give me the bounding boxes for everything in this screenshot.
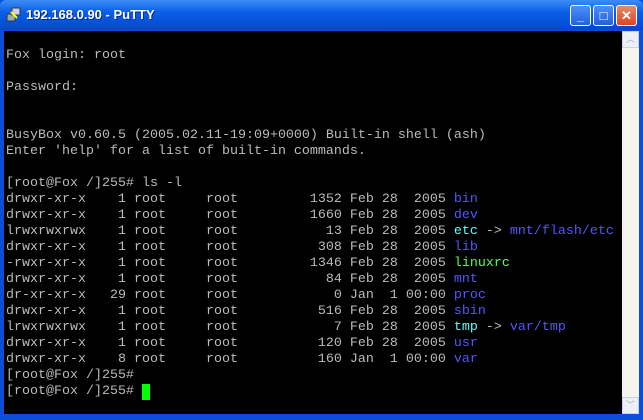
terminal-text: [root@Fox /]255# [6, 368, 134, 383]
file-name-dir: lib [453, 240, 478, 255]
terminal-text: Enter 'help' for a list of built-in comm… [6, 144, 366, 159]
terminal-line: drwxr-xr-x 1 root root 120 Feb 28 2005 u… [6, 336, 614, 352]
terminal-text: drwxr-xr-x 1 root root 120 Feb 28 2005 [6, 336, 454, 351]
file-name-dir: mnt [453, 272, 478, 287]
terminal-line: [root@Fox /]255# ls -l [6, 176, 614, 192]
terminal-text: -> [477, 320, 510, 335]
maximize-button[interactable]: □ [593, 5, 614, 26]
putty-icon [6, 7, 21, 22]
terminal-text: Fox login: root [6, 48, 126, 63]
scroll-down-button[interactable]: ﹀ [622, 397, 639, 414]
vertical-scrollbar[interactable]: ︿ ﹀ [622, 31, 639, 414]
terminal-area[interactable]: Fox login: root Password: BusyBox v0.60.5 … [4, 31, 622, 414]
file-name-dir: bin [453, 192, 478, 207]
window-title: 192.168.0.90 - PuTTY [26, 7, 155, 22]
file-name-exec: linuxrc [453, 256, 510, 271]
terminal-text: drwxr-xr-x 1 root root 516 Feb 28 2005 [6, 304, 454, 319]
title-bar[interactable]: 192.168.0.90 - PuTTY _ □ ✕ [0, 0, 643, 30]
terminal-text: lrwxrwxrwx 1 root root 13 Feb 28 2005 [6, 224, 454, 239]
terminal-line: Enter 'help' for a list of built-in comm… [6, 144, 614, 160]
file-name-dir: mnt/flash/etc [509, 224, 614, 239]
text-cursor [141, 384, 150, 400]
terminal-text: lrwxrwxrwx 1 root root 7 Feb 28 2005 [6, 320, 454, 335]
file-name-dir: usr [453, 336, 478, 351]
terminal-text: [root@Fox /]255# ls -l [6, 176, 182, 191]
file-name-dir: dev [453, 208, 478, 223]
terminal-text: -rwxr-xr-x 1 root root 1346 Feb 28 2005 [6, 256, 454, 271]
terminal-text: [root@Fox /]255# [6, 384, 142, 399]
terminal-text: dr-xr-xr-x 29 root root 0 Jan 1 00:00 [6, 288, 454, 303]
terminal-line: drwxr-xr-x 1 root root 1352 Feb 28 2005 … [6, 192, 614, 208]
terminal-line: Password: [6, 80, 614, 96]
file-name-dir: sbin [453, 304, 486, 319]
terminal-line [6, 32, 614, 48]
minimize-button[interactable]: _ [570, 5, 591, 26]
terminal-text: -> [477, 224, 510, 239]
terminal-line: dr-xr-xr-x 29 root root 0 Jan 1 00:00 pr… [6, 288, 614, 304]
terminal-line: -rwxr-xr-x 1 root root 1346 Feb 28 2005 … [6, 256, 614, 272]
terminal-text: drwxr-xr-x 1 root root 1660 Feb 28 2005 [6, 208, 454, 223]
terminal-output: Fox login: root Password: BusyBox v0.60.5 … [6, 32, 614, 400]
terminal-line: lrwxrwxrwx 1 root root 7 Feb 28 2005 tmp… [6, 320, 614, 336]
terminal-text: BusyBox v0.60.5 (2005.02.11-19:09+0000) … [6, 128, 486, 143]
terminal-text: Password: [6, 80, 78, 95]
terminal-line: drwxr-xr-x 1 root root 308 Feb 28 2005 l… [6, 240, 614, 256]
terminal-line: drwxr-xr-x 8 root root 160 Jan 1 00:00 v… [6, 352, 614, 368]
terminal-line [6, 160, 614, 176]
scroll-up-button[interactable]: ︿ [622, 31, 639, 48]
terminal-text: drwxr-xr-x 1 root root 84 Feb 28 2005 [6, 272, 454, 287]
file-name-link: tmp [453, 320, 478, 335]
terminal-line [6, 112, 614, 128]
terminal-text: drwxr-xr-x 1 root root 308 Feb 28 2005 [6, 240, 454, 255]
terminal-line: Fox login: root [6, 48, 614, 64]
terminal-line [6, 64, 614, 80]
file-name-dir: var [453, 352, 478, 367]
terminal-text: drwxr-xr-x 1 root root 1352 Feb 28 2005 [6, 192, 454, 207]
terminal-line: [root@Fox /]255# [6, 368, 614, 384]
terminal-line [6, 96, 614, 112]
file-name-link: etc [453, 224, 478, 239]
terminal-text: drwxr-xr-x 8 root root 160 Jan 1 00:00 [6, 352, 454, 367]
terminal-line: lrwxrwxrwx 1 root root 13 Feb 28 2005 et… [6, 224, 614, 240]
terminal-line: [root@Fox /]255# [6, 384, 614, 400]
terminal-line: drwxr-xr-x 1 root root 1660 Feb 28 2005 … [6, 208, 614, 224]
terminal-line: drwxr-xr-x 1 root root 516 Feb 28 2005 s… [6, 304, 614, 320]
file-name-dir: proc [453, 288, 486, 303]
terminal-line: BusyBox v0.60.5 (2005.02.11-19:09+0000) … [6, 128, 614, 144]
close-button[interactable]: ✕ [616, 5, 637, 26]
file-name-dir: var/tmp [509, 320, 566, 335]
terminal-line: drwxr-xr-x 1 root root 84 Feb 28 2005 mn… [6, 272, 614, 288]
